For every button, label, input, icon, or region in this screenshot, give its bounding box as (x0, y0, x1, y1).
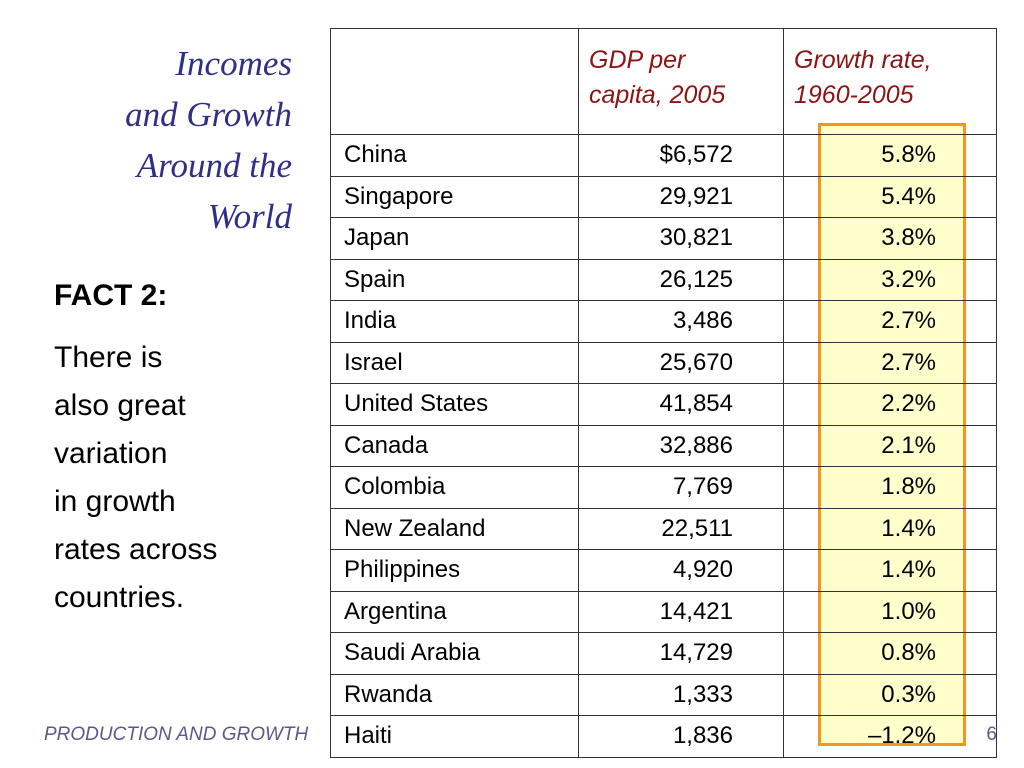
cell-country: Philippines (330, 549, 579, 592)
cell-growth: 2.2% (783, 383, 997, 426)
header-gdp-line: GDP per (589, 46, 686, 74)
title-line: and Growth (125, 95, 292, 134)
table-row: India 3,486 2.7% (330, 300, 997, 343)
table-row: China $6,572 5.8% (330, 134, 997, 177)
table-row: New Zealand 22,511 1.4% (330, 507, 997, 550)
table-row: Haiti 1,836 –1.2% (330, 715, 997, 758)
cell-country: China (330, 134, 579, 177)
fact-line: also great (54, 389, 186, 422)
table-body: China $6,572 5.8% Singapore 29,921 5.4% Japan 3… (330, 134, 997, 758)
table-row: Spain 26,125 3.2% (330, 258, 997, 301)
footer-text: PRODUCTION AND GROWTH (44, 724, 309, 745)
cell-gdp: 14,421 (578, 590, 784, 633)
cell-gdp: 32,886 (578, 424, 784, 467)
fact-line: in growth (54, 485, 176, 518)
cell-gdp: 1,836 (578, 715, 784, 758)
cell-gdp: 7,769 (578, 466, 784, 509)
cell-gdp: 29,921 (578, 175, 784, 218)
cell-country: Colombia (330, 466, 579, 509)
data-table-container: GDP per capita, 2005 Growth rate, 1960-2… (330, 28, 997, 758)
header-growth-line: 1960-2005 (794, 81, 914, 109)
cell-growth: 3.8% (783, 217, 997, 260)
table-row: Rwanda 1,333 0.3% (330, 673, 997, 716)
cell-country: Singapore (330, 175, 579, 218)
cell-country: Haiti (330, 715, 579, 758)
cell-growth: 2.7% (783, 341, 997, 384)
fact-text: There is also great variation in growth … (54, 334, 304, 622)
table-header-row: GDP per capita, 2005 Growth rate, 1960-2… (330, 28, 997, 135)
cell-gdp: 30,821 (578, 217, 784, 260)
cell-growth: 5.4% (783, 175, 997, 218)
fact-block: FACT 2: There is also great variation in… (54, 276, 304, 622)
cell-country: United States (330, 383, 579, 426)
cell-gdp: $6,572 (578, 134, 784, 177)
cell-growth: 2.7% (783, 300, 997, 343)
cell-growth: 3.2% (783, 258, 997, 301)
cell-gdp: 25,670 (578, 341, 784, 384)
table-row: Singapore 29,921 5.4% (330, 175, 997, 218)
title-line: World (207, 197, 292, 236)
header-country (330, 28, 579, 135)
cell-country: Israel (330, 341, 579, 384)
cell-growth: 1.4% (783, 507, 997, 550)
header-gdp-line: capita, 2005 (589, 81, 726, 109)
cell-gdp: 14,729 (578, 632, 784, 675)
cell-growth: 1.4% (783, 549, 997, 592)
title-line: Incomes (175, 44, 292, 83)
cell-country: Argentina (330, 590, 579, 633)
table-row: Canada 32,886 2.1% (330, 424, 997, 467)
cell-growth: –1.2% (783, 715, 997, 758)
fact-heading: FACT 2: (54, 279, 168, 312)
fact-line: There is (54, 341, 163, 374)
cell-country: New Zealand (330, 507, 579, 550)
header-growth-line: Growth rate, (794, 46, 932, 74)
cell-gdp: 4,920 (578, 549, 784, 592)
table-row: Colombia 7,769 1.8% (330, 466, 997, 509)
header-gdp: GDP per capita, 2005 (578, 28, 784, 135)
cell-growth: 1.0% (783, 590, 997, 633)
table-row: Japan 30,821 3.8% (330, 217, 997, 260)
gdp-growth-table: GDP per capita, 2005 Growth rate, 1960-2… (330, 28, 997, 758)
title-line: Around the (136, 146, 292, 185)
cell-growth: 2.1% (783, 424, 997, 467)
cell-gdp: 41,854 (578, 383, 784, 426)
table-row: United States 41,854 2.2% (330, 383, 997, 426)
table-row: Philippines 4,920 1.4% (330, 549, 997, 592)
page-number: 6 (986, 724, 997, 745)
cell-country: Canada (330, 424, 579, 467)
cell-growth: 0.3% (783, 673, 997, 716)
cell-growth: 0.8% (783, 632, 997, 675)
cell-gdp: 26,125 (578, 258, 784, 301)
cell-country: Rwanda (330, 673, 579, 716)
table-row: Argentina 14,421 1.0% (330, 590, 997, 633)
fact-line: rates across (54, 533, 218, 566)
cell-country: India (330, 300, 579, 343)
table-row: Israel 25,670 2.7% (330, 341, 997, 384)
cell-gdp: 1,333 (578, 673, 784, 716)
slide-title: Incomes and Growth Around the World (20, 38, 292, 242)
fact-line: countries. (54, 581, 185, 614)
cell-country: Japan (330, 217, 579, 260)
cell-growth: 1.8% (783, 466, 997, 509)
fact-line: variation (54, 437, 168, 470)
header-growth: Growth rate, 1960-2005 (783, 28, 997, 135)
cell-country: Saudi Arabia (330, 632, 579, 675)
table-row: Saudi Arabia 14,729 0.8% (330, 632, 997, 675)
cell-country: Spain (330, 258, 579, 301)
cell-gdp: 3,486 (578, 300, 784, 343)
cell-growth: 5.8% (783, 134, 997, 177)
cell-gdp: 22,511 (578, 507, 784, 550)
